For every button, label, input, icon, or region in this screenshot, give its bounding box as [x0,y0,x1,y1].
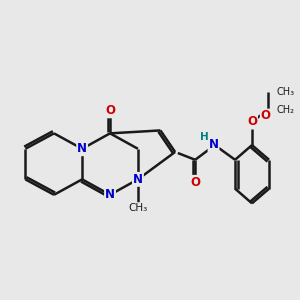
Text: O: O [190,176,200,189]
Text: O: O [247,116,257,128]
Text: H: H [200,132,209,142]
Text: O: O [260,109,270,122]
Text: N: N [208,138,218,152]
Text: O: O [105,104,115,117]
Text: O: O [247,116,257,128]
Text: N: N [133,173,143,186]
Text: CH₃: CH₃ [277,87,295,97]
Text: CH₂: CH₂ [277,105,295,115]
Text: N: N [77,142,87,155]
Text: N: N [105,188,115,201]
Text: CH₃: CH₃ [128,203,148,213]
